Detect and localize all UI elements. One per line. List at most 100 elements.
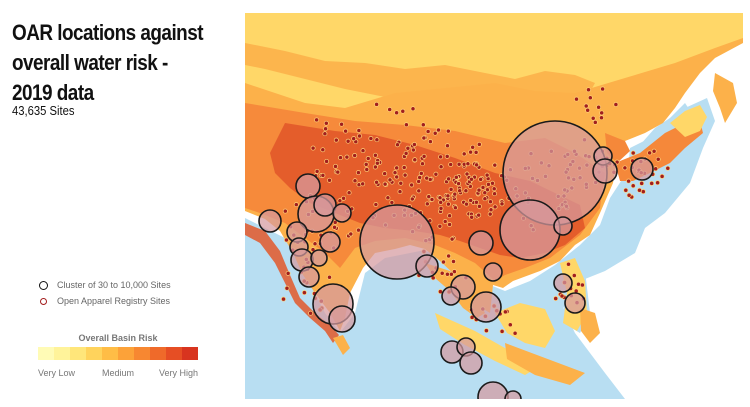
site-marker[interactable]	[468, 149, 474, 155]
site-marker[interactable]	[438, 154, 444, 160]
site-marker[interactable]	[389, 200, 395, 205]
site-marker[interactable]	[352, 153, 358, 158]
site-marker[interactable]	[465, 161, 471, 167]
site-marker[interactable]	[499, 328, 505, 334]
cluster-marker[interactable]	[359, 204, 435, 280]
site-marker[interactable]	[324, 158, 330, 164]
site-marker[interactable]	[444, 271, 450, 277]
site-marker[interactable]	[372, 152, 378, 158]
site-marker[interactable]	[456, 181, 462, 187]
cluster-marker[interactable]	[499, 199, 561, 261]
site-marker[interactable]	[659, 173, 665, 179]
site-marker[interactable]	[473, 199, 479, 205]
site-marker[interactable]	[426, 194, 432, 200]
site-marker[interactable]	[553, 296, 559, 301]
site-marker[interactable]	[446, 176, 452, 182]
site-marker[interactable]	[427, 139, 433, 145]
site-marker[interactable]	[482, 196, 488, 202]
site-marker[interactable]	[451, 259, 456, 264]
site-marker[interactable]	[448, 271, 454, 277]
site-marker[interactable]	[473, 149, 479, 155]
site-marker[interactable]	[576, 281, 581, 287]
site-marker[interactable]	[332, 224, 337, 230]
site-marker[interactable]	[483, 328, 489, 334]
site-marker[interactable]	[464, 201, 469, 207]
site-marker[interactable]	[416, 188, 422, 194]
site-marker[interactable]	[468, 198, 474, 203]
site-marker[interactable]	[587, 95, 593, 101]
site-marker[interactable]	[456, 161, 462, 167]
cluster-marker[interactable]	[310, 249, 328, 267]
site-marker[interactable]	[485, 181, 491, 187]
site-marker[interactable]	[420, 161, 425, 167]
site-marker[interactable]	[469, 176, 474, 182]
site-marker[interactable]	[308, 310, 314, 316]
cluster-marker[interactable]	[630, 157, 654, 181]
site-marker[interactable]	[401, 165, 407, 170]
cluster-marker[interactable]	[258, 209, 282, 233]
site-marker[interactable]	[499, 201, 505, 207]
site-marker[interactable]	[374, 179, 380, 185]
site-marker[interactable]	[630, 150, 636, 156]
site-marker[interactable]	[482, 190, 488, 196]
site-marker[interactable]	[469, 214, 475, 220]
site-marker[interactable]	[464, 171, 470, 177]
site-marker[interactable]	[411, 142, 417, 147]
site-marker[interactable]	[476, 212, 482, 218]
cluster-marker[interactable]	[441, 286, 461, 306]
site-marker[interactable]	[438, 199, 444, 205]
site-marker[interactable]	[665, 165, 671, 171]
site-marker[interactable]	[322, 131, 328, 137]
site-marker[interactable]	[451, 269, 457, 275]
site-marker[interactable]	[352, 178, 358, 184]
site-marker[interactable]	[492, 191, 498, 197]
site-marker[interactable]	[387, 177, 393, 183]
site-marker[interactable]	[639, 180, 645, 186]
site-marker[interactable]	[417, 175, 423, 180]
site-marker[interactable]	[346, 190, 352, 196]
site-marker[interactable]	[480, 184, 486, 190]
site-marker[interactable]	[478, 176, 484, 182]
cluster-marker[interactable]	[319, 231, 341, 253]
site-marker[interactable]	[385, 195, 391, 201]
site-marker[interactable]	[583, 103, 589, 109]
cluster-marker[interactable]	[504, 390, 522, 399]
site-marker[interactable]	[574, 96, 579, 102]
site-marker[interactable]	[421, 135, 427, 141]
site-marker[interactable]	[448, 162, 454, 167]
site-marker[interactable]	[410, 106, 416, 112]
site-marker[interactable]	[452, 205, 458, 211]
site-marker[interactable]	[360, 181, 366, 187]
site-marker[interactable]	[335, 169, 341, 175]
site-marker[interactable]	[476, 187, 482, 193]
site-marker[interactable]	[579, 282, 585, 288]
cluster-marker[interactable]	[468, 230, 494, 256]
site-marker[interactable]	[442, 219, 448, 224]
site-marker[interactable]	[585, 107, 591, 113]
site-marker[interactable]	[418, 170, 424, 176]
site-marker[interactable]	[502, 309, 508, 315]
site-marker[interactable]	[394, 165, 400, 171]
site-marker[interactable]	[374, 101, 380, 107]
site-marker[interactable]	[332, 219, 338, 225]
site-marker[interactable]	[382, 181, 388, 187]
site-marker[interactable]	[622, 165, 628, 171]
site-marker[interactable]	[333, 137, 339, 143]
site-marker[interactable]	[403, 150, 409, 156]
site-marker[interactable]	[436, 127, 441, 133]
site-marker[interactable]	[341, 195, 347, 201]
site-marker[interactable]	[281, 296, 286, 302]
site-marker[interactable]	[394, 110, 400, 116]
site-marker[interactable]	[492, 162, 498, 168]
cluster-marker[interactable]	[415, 254, 439, 278]
site-marker[interactable]	[487, 211, 493, 217]
site-marker[interactable]	[374, 137, 380, 143]
cluster-marker[interactable]	[313, 193, 337, 217]
site-marker[interactable]	[433, 171, 439, 177]
site-marker[interactable]	[360, 148, 366, 154]
cluster-marker[interactable]	[332, 203, 352, 223]
site-marker[interactable]	[599, 115, 604, 121]
site-marker[interactable]	[402, 172, 408, 178]
site-marker[interactable]	[630, 183, 636, 189]
site-marker[interactable]	[312, 241, 318, 247]
